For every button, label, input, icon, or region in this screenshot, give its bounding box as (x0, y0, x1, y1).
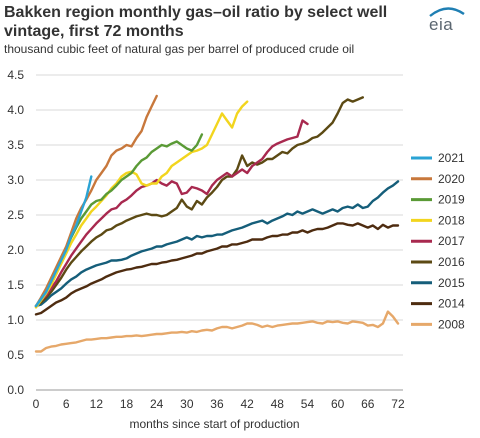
series-line-2021 (34, 175, 93, 308)
y-tick-label: 0.0 (7, 383, 24, 397)
y-tick-label: 0.5 (7, 348, 24, 362)
x-tick-label: 54 (301, 397, 315, 411)
x-tick-label: 48 (271, 397, 285, 411)
x-axis-label: months since start of production (129, 417, 299, 431)
legend-label-2014: 2014 (438, 297, 465, 311)
chart-title: Bakken region monthly gas–oil ratio by s… (4, 4, 388, 40)
x-tick-label: 0 (33, 397, 40, 411)
series-line-2017 (34, 119, 309, 308)
y-tick-label: 1.0 (7, 313, 24, 327)
y-tick-label: 3.0 (7, 173, 24, 187)
series-line-2018 (34, 100, 249, 309)
y-tick-label: 2.5 (7, 208, 24, 222)
x-tick-label: 36 (210, 397, 224, 411)
legend-label-2017: 2017 (438, 234, 465, 248)
x-tick-label: 72 (391, 397, 405, 411)
series-line-2020 (34, 94, 158, 308)
series-line-2016 (34, 96, 364, 308)
x-tick-label: 6 (63, 397, 70, 411)
x-tick-label: 18 (120, 397, 134, 411)
x-tick-label: 42 (240, 397, 254, 411)
eia-logo-icon (429, 7, 465, 17)
chart-subtitle: thousand cubic feet of natural gas per b… (4, 42, 355, 56)
legend-label-2018: 2018 (438, 213, 465, 227)
series-line-2014 (34, 222, 400, 316)
y-tick-label: 4.0 (7, 103, 24, 117)
x-tick-label: 66 (361, 397, 375, 411)
y-tick-label: 2.0 (7, 243, 24, 257)
y-tick-label: 3.5 (7, 138, 24, 152)
y-tick-label: 4.5 (7, 68, 24, 82)
series-line-2015 (34, 180, 400, 308)
legend-label-2015: 2015 (438, 276, 465, 290)
x-tick-label: 60 (331, 397, 345, 411)
legend-label-2020: 2020 (438, 172, 465, 186)
series-line-2008 (34, 310, 400, 353)
eia-logo-text: eia (429, 15, 454, 34)
x-tick-label: 30 (180, 397, 194, 411)
y-tick-label: 1.5 (7, 278, 24, 292)
legend-label-2019: 2019 (438, 193, 465, 207)
x-tick-label: 12 (90, 397, 104, 411)
x-tick-label: 24 (150, 397, 164, 411)
legend-label-2021: 2021 (438, 151, 465, 165)
legend-label-2016: 2016 (438, 255, 465, 269)
legend-label-2008: 2008 (438, 317, 465, 331)
